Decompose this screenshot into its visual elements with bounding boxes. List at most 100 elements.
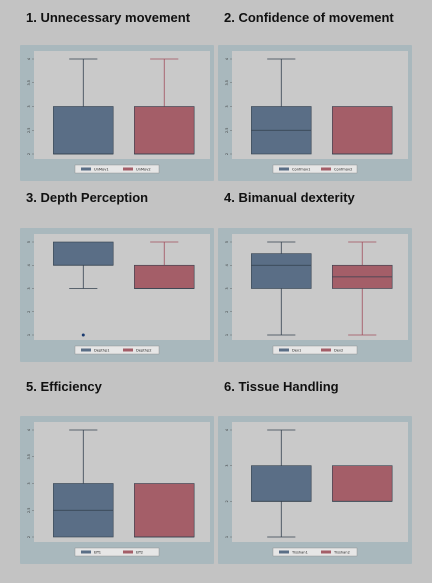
chart-title: 4. Bimanual dexterity [224, 190, 355, 205]
box-plot-panel: 2 2.5 3 3.5 4 UnMov1 UnMov2 [20, 45, 214, 181]
box-series-1 [251, 58, 312, 155]
y-tick-label: 1 [27, 334, 31, 336]
y-tick-label: 3.5 [27, 80, 31, 86]
y-tick-label: 2 [225, 311, 229, 313]
legend-swatch [81, 550, 91, 554]
legend-swatch [123, 550, 133, 554]
legend-swatch [321, 348, 331, 352]
box-series-2 [332, 241, 393, 336]
box [134, 106, 195, 155]
y-tick-label: 3 [225, 105, 229, 107]
y-tick-label: 3 [225, 287, 229, 289]
y-tick-label: 3 [225, 465, 229, 467]
y-tick-label: 3 [27, 105, 31, 107]
legend: Confmov1 Confmov2 [272, 164, 358, 174]
box-plot-svg: 1 2 3 4 5 Depthp1 Depthp2 [27, 234, 210, 355]
legend-swatch [279, 167, 289, 171]
y-tick-label: 4 [225, 428, 229, 431]
chart-title: 5. Efficiency [26, 379, 102, 394]
box-series-1 [53, 58, 114, 155]
box-series-1 [53, 429, 114, 538]
box-plot-panel: 2 2.5 3 3.5 4 Confmov1 Confmov2 [218, 45, 412, 181]
y-tick-label: 3.5 [27, 454, 31, 460]
box [332, 106, 393, 155]
legend-label: Depthp2 [136, 348, 152, 352]
legend-label: Confmov1 [292, 167, 310, 171]
y-tick-label: 2 [27, 153, 31, 155]
legend-label: UnMov2 [136, 167, 151, 171]
box-series-1 [53, 241, 114, 337]
legend-frame [74, 345, 160, 355]
legend-frame [74, 164, 160, 174]
y-tick-label: 3 [27, 482, 31, 484]
legend-swatch [81, 167, 91, 171]
box-series-1 [251, 429, 312, 538]
legend-swatch [279, 550, 289, 554]
legend-swatch [279, 348, 289, 352]
legend-label: Depthp1 [94, 348, 110, 352]
y-tick-label: 1 [225, 536, 229, 538]
box-plot-panel: 2 2.5 3 3.5 4 Eff1 Eff2 [20, 416, 214, 564]
box-series-2 [134, 241, 195, 289]
legend-swatch [123, 348, 133, 352]
box [53, 241, 114, 266]
box-series-2 [332, 106, 393, 155]
y-tick-label: 2.5 [27, 507, 31, 513]
y-tick-label: 4 [225, 263, 229, 266]
box [332, 465, 393, 502]
y-tick-label: 2.5 [225, 127, 229, 133]
y-tick-label: 4 [27, 263, 31, 266]
legend-label: UnMov1 [94, 167, 109, 171]
legend-swatch [321, 167, 331, 171]
box-plot-panel: 1 2 3 4 Tisshan1 Tisshan2 [218, 416, 412, 564]
box-plot-panel: 1 2 3 4 5 Depthp1 Depthp2 [20, 228, 214, 362]
outlier-point [81, 333, 85, 337]
legend-swatch [321, 550, 331, 554]
y-tick-label: 2 [27, 311, 31, 313]
box-plot-svg: 1 2 3 4 Tisshan1 Tisshan2 [225, 422, 408, 557]
legend-label: Eff1 [94, 550, 101, 554]
box [53, 106, 114, 155]
y-tick-label: 4 [27, 428, 31, 431]
y-tick-label: 5 [27, 241, 31, 243]
box-series-2 [332, 465, 393, 502]
box [134, 483, 195, 538]
legend-frame [272, 164, 358, 174]
box-series-2 [134, 483, 195, 538]
y-tick-label: 2 [225, 153, 229, 155]
box-plot-svg: 2 2.5 3 3.5 4 Confmov1 Confmov2 [225, 51, 408, 174]
chart-title: 3. Depth Perception [26, 190, 149, 205]
box [134, 264, 195, 289]
legend-swatch [123, 167, 133, 171]
legend-frame [272, 345, 358, 355]
legend: UnMov1 UnMov2 [74, 164, 160, 174]
legend-label: Dex2 [334, 348, 343, 352]
y-tick-label: 1 [225, 334, 229, 336]
box-series-1 [251, 241, 312, 336]
legend-swatch [81, 348, 91, 352]
legend: Eff1 Eff2 [74, 547, 160, 557]
legend-label: Eff2 [136, 550, 143, 554]
box [251, 465, 312, 502]
legend-label: Confmov2 [334, 167, 352, 171]
box [251, 253, 312, 289]
legend: Dex1 Dex2 [272, 345, 358, 355]
legend: Tisshan1 Tisshan2 [272, 547, 358, 557]
legend-frame [272, 547, 358, 557]
chart-title: 6. Tissue Handling [224, 379, 339, 394]
y-tick-label: 2 [225, 500, 229, 502]
y-tick-label: 4 [225, 57, 229, 60]
y-tick-label: 3.5 [225, 80, 229, 86]
legend-label: Tisshan1 [291, 550, 308, 554]
y-tick-label: 3 [27, 287, 31, 289]
y-tick-label: 2.5 [27, 127, 31, 133]
chart-title: 2. Confidence of movement [224, 10, 394, 25]
box-plot-svg: 2 2.5 3 3.5 4 UnMov1 UnMov2 [27, 51, 210, 174]
y-tick-label: 5 [225, 241, 229, 243]
legend: Depthp1 Depthp2 [74, 345, 160, 355]
legend-frame [74, 547, 160, 557]
box-plot-svg: 1 2 3 4 5 Dex1 Dex2 [225, 234, 408, 355]
box-plot-panel: 1 2 3 4 5 Dex1 Dex2 [218, 228, 412, 362]
legend-label: Dex1 [292, 348, 301, 352]
y-tick-label: 4 [27, 57, 31, 60]
